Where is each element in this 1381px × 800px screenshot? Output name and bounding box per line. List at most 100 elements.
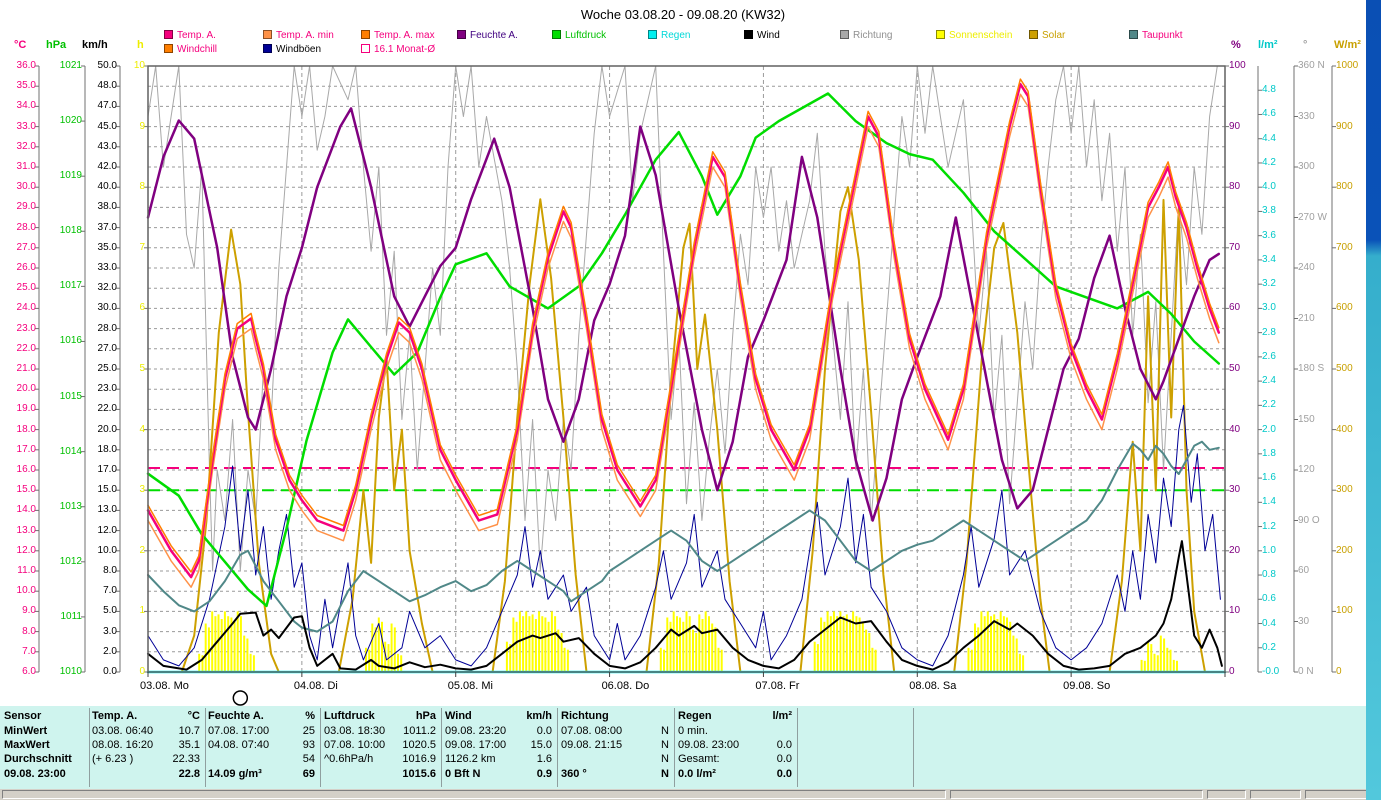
- sunshine-bar: [720, 649, 723, 672]
- sunshine-bar: [829, 616, 832, 672]
- stats-cell: 09.08. 23:20: [445, 725, 507, 737]
- legend-swatch-icon: [1129, 30, 1138, 39]
- sunshine-bar: [1009, 621, 1012, 672]
- stats-cell: 1020.5: [402, 739, 436, 751]
- page-title: Woche 03.08.20 - 09.08.20 (KW32): [580, 7, 786, 22]
- sunshine-bar: [252, 655, 255, 672]
- stats-cell: 22.8: [178, 768, 200, 780]
- series-taupunkt: [147, 440, 1220, 633]
- axis-tick-label: 3.6: [1262, 229, 1276, 241]
- axis-tick-label: 20.0: [97, 423, 117, 435]
- axis-tick-label: 3.4: [1262, 253, 1276, 265]
- legend-item: Taupunkt: [1129, 30, 1183, 41]
- sunshine-bar: [717, 647, 720, 672]
- axis-tick-label: 32.0: [16, 140, 36, 152]
- axis-tick-label: 6: [139, 302, 145, 314]
- stats-cell: 0.0: [776, 739, 792, 751]
- legend-label: Windchill: [177, 44, 218, 55]
- axis-tick-label: 12.0: [16, 544, 36, 556]
- axis-tick-label: 28.0: [16, 221, 36, 233]
- axis-tick-label: 1.2: [1262, 520, 1276, 532]
- axis-tick-label: 2.8: [1262, 326, 1276, 338]
- table-column-divider: [89, 708, 90, 787]
- sunshine-bar: [672, 611, 675, 672]
- sunshine-bar: [390, 623, 393, 672]
- sunshine-bar: [676, 616, 678, 672]
- legend-swatch-icon: [263, 30, 272, 39]
- sunshine-bar: [1012, 635, 1015, 672]
- table-column-divider: [674, 708, 675, 787]
- sunshine-bar: [1022, 655, 1025, 672]
- sunshine-bar: [1172, 659, 1175, 672]
- axis-tick-label: 7: [139, 241, 145, 253]
- legend-label: Regen: [661, 30, 691, 41]
- sunshine-bar: [871, 647, 874, 672]
- axis-tick-label: 21.0: [16, 363, 36, 374]
- sunshine-bar: [967, 647, 970, 672]
- sunshine-bar: [666, 617, 669, 672]
- legend-item: Solar: [1029, 30, 1065, 41]
- sunshine-bar: [714, 627, 717, 672]
- stats-cell: 1126.2 km: [445, 753, 496, 765]
- stats-cell: N: [661, 739, 669, 751]
- axis-tick-label: 1021: [59, 60, 82, 71]
- stats-cell: ^0.6hPa/h: [324, 753, 374, 765]
- sunshine-bar: [708, 616, 710, 672]
- axis-tick-label: 330: [1298, 110, 1315, 122]
- legend-swatch-icon: [552, 30, 561, 39]
- stats-cell: 03.08. 06:40: [92, 725, 154, 737]
- sunshine-bar: [993, 614, 996, 672]
- legend-item: Windchill: [164, 44, 217, 55]
- sunshine-bar: [1140, 659, 1143, 672]
- sunshine-bar: [1147, 641, 1150, 672]
- axis-tick-label: 700: [1336, 241, 1353, 253]
- sunshine-bar: [999, 611, 1002, 672]
- axis-tick-label: 11.0: [17, 565, 36, 576]
- axis-tick-label: 90: [1229, 120, 1241, 132]
- sunshine-bar: [823, 621, 826, 672]
- sunshine-bar: [813, 641, 816, 672]
- sunshine-bar: [515, 621, 518, 672]
- sunshine-bar: [698, 614, 701, 672]
- axis-tick-label: 30: [1298, 615, 1310, 627]
- sunshine-bar: [566, 649, 569, 672]
- axis-tick-label: 40: [1229, 423, 1241, 435]
- sunshine-bar: [220, 619, 223, 672]
- sunshine-bar: [874, 649, 877, 672]
- legend-swatch-icon: [648, 30, 657, 39]
- legend-item: Luftdruck: [552, 30, 606, 41]
- axis-tick-label: 1018: [59, 225, 82, 237]
- legend-label: Luftdruck: [565, 30, 607, 41]
- sunshine-bar: [695, 633, 698, 672]
- axis-tick-label: 100: [1336, 605, 1353, 617]
- legend-item: Regen: [648, 30, 690, 41]
- sunshine-bar: [236, 611, 239, 672]
- axis-tick-label: 1016: [59, 335, 82, 347]
- sunshine-bar: [1169, 649, 1172, 672]
- axis-tick-label: 0.2: [1262, 641, 1276, 653]
- legend-item: Feuchte A.: [457, 30, 518, 41]
- legend-label: Feuchte A.: [470, 30, 518, 41]
- axis-tick-label: 1020: [59, 115, 82, 127]
- axis-tick-label: 10.0: [97, 544, 117, 556]
- sunshine-bar: [852, 611, 855, 672]
- sunshine-bar: [980, 611, 983, 672]
- stats-cell: km/h: [526, 710, 552, 722]
- axis-tick-label: 31.0: [16, 161, 36, 172]
- axis-unit-h: h: [137, 39, 144, 51]
- table-column-divider: [913, 708, 914, 787]
- legend-item: Wind: [744, 30, 780, 41]
- stats-cell: 09.08. 21:15: [561, 739, 623, 751]
- x-axis-day-label: 09.08. So: [1063, 680, 1111, 692]
- stats-cell: MaxWert: [4, 739, 50, 751]
- stats-cell: 93: [302, 739, 315, 751]
- sunshine-bar: [688, 616, 691, 672]
- stats-cell: Temp. A.: [92, 710, 138, 722]
- stats-cell: 22.33: [172, 753, 200, 765]
- axis-tick-label: 38.0: [97, 201, 117, 213]
- sunshine-bar: [201, 655, 204, 672]
- sunshine-bar: [663, 649, 665, 672]
- sunshine-bar: [223, 611, 226, 672]
- sunshine-bar: [659, 647, 662, 672]
